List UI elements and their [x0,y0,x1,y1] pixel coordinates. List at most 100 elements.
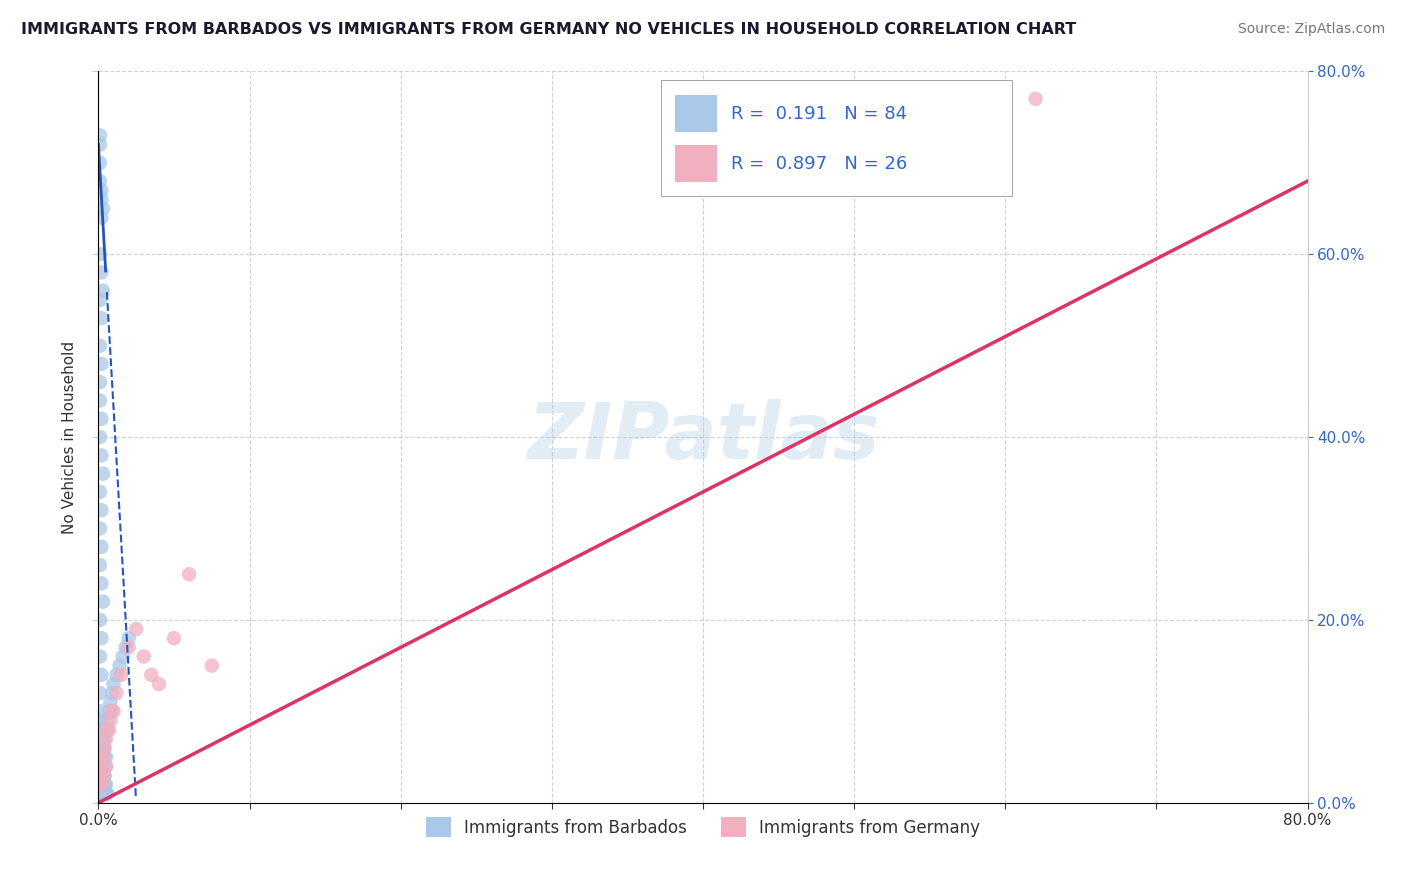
Point [118,640,141,655]
Point [96,714,118,728]
Point [94,723,117,737]
Point [90,412,112,426]
Text: R =  0.897   N = 26: R = 0.897 N = 26 [731,155,907,173]
Point [90,778,112,792]
Point [91,778,114,792]
Point [90,787,112,801]
Point [89,778,111,792]
Point [90,750,112,764]
Point [114,640,136,655]
Point [89,714,111,728]
Point [91,731,114,746]
Point [89,393,111,408]
Point [93,778,115,792]
Point [93,740,115,755]
Point [93,778,115,792]
Point [93,787,115,801]
Point [89,750,111,764]
Point [90,311,112,326]
Point [91,740,114,755]
Point [96,787,118,801]
Point [91,787,114,801]
Point [111,649,134,664]
Point [101,705,124,719]
Point [90,768,112,782]
Point [89,613,111,627]
Point [103,677,125,691]
Point [96,723,118,737]
Point [91,768,114,782]
Point [105,667,128,681]
Point [91,778,114,792]
Point [89,375,111,389]
Point [100,695,122,709]
Text: Source: ZipAtlas.com: Source: ZipAtlas.com [1237,22,1385,37]
Point [94,759,117,773]
Point [89,247,111,261]
Point [91,759,114,773]
Point [91,594,114,608]
Point [91,467,114,481]
Point [90,183,112,197]
Point [103,705,125,719]
Point [90,448,112,462]
Point [148,677,170,691]
Point [90,778,112,792]
Point [90,576,112,591]
Point [93,787,115,801]
Point [94,787,117,801]
Point [163,632,186,646]
Point [141,667,163,681]
Point [93,750,115,764]
Text: IMMIGRANTS FROM BARBADOS VS IMMIGRANTS FROM GERMANY NO VEHICLES IN HOUSEHOLD COR: IMMIGRANTS FROM BARBADOS VS IMMIGRANTS F… [21,22,1077,37]
Point [90,503,112,517]
Point [91,202,114,216]
Point [93,731,115,746]
Point [93,768,115,782]
Point [89,686,111,700]
Text: ZIPatlas: ZIPatlas [527,399,879,475]
Point [89,156,111,170]
Point [105,686,128,700]
Point [89,768,111,782]
Point [125,622,148,636]
Point [90,540,112,554]
Y-axis label: No Vehicles in Household: No Vehicles in Household [62,341,77,533]
Point [89,759,111,773]
Point [89,558,111,573]
Point [94,778,117,792]
Point [101,686,124,700]
Text: R =  0.191   N = 84: R = 0.191 N = 84 [731,105,907,123]
Point [91,768,114,782]
Point [90,759,112,773]
Point [108,658,131,673]
Point [90,723,112,737]
Point [89,787,111,801]
Legend: Immigrants from Barbados, Immigrants from Germany: Immigrants from Barbados, Immigrants fro… [418,809,988,846]
Point [89,649,111,664]
Point [89,759,111,773]
Point [98,723,121,737]
Point [110,667,132,681]
Point [91,787,114,801]
Point [94,787,117,801]
Point [93,768,115,782]
Point [90,192,112,206]
Point [89,128,111,143]
Point [90,357,112,371]
Point [98,705,121,719]
Point [90,632,112,646]
Point [90,750,112,764]
Point [89,778,111,792]
Point [118,632,141,646]
Point [132,649,155,664]
Point [91,768,114,782]
Point [94,759,117,773]
Point [94,731,117,746]
Point [90,778,112,792]
Point [179,567,201,582]
Point [89,521,111,535]
Point [100,714,122,728]
Point [89,430,111,444]
Point [91,750,114,764]
